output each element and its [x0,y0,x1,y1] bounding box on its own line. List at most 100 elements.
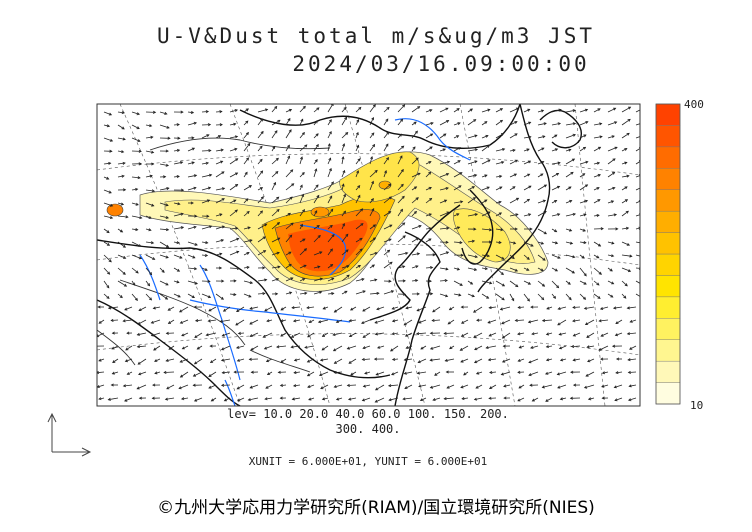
wind-vector [546,332,553,335]
wind-vector-head [391,372,395,376]
wind-vector [250,306,259,310]
wind-vector-head [556,285,560,289]
wind-vector [416,332,427,335]
wind-vector [285,196,293,204]
wind-vector-head [626,242,631,246]
wind-vector-head [597,243,602,247]
wind-vector-head [628,106,632,110]
wind-vector [565,254,575,258]
wind-vector-head [388,238,392,242]
wind-vector-head [290,169,294,173]
wind-vector-head [207,295,212,299]
wind-vector [546,345,553,348]
wind-vector-head [460,334,464,337]
wind-vector [180,319,189,324]
wind-vector [453,280,463,286]
wind-vector-head [600,333,604,337]
wind-vector [551,200,557,204]
wind-vector [545,371,553,375]
wind-vector [327,104,334,113]
wind-vector-head [473,397,478,401]
wind-vector [341,249,349,256]
wind-vector-head [330,263,334,267]
wind-vector [187,147,195,152]
wind-vector-head [415,279,419,283]
wind-vector [336,319,343,323]
wind-vector [308,397,315,401]
wind-vector [509,159,518,165]
wind-vector-head [429,358,433,362]
wind-vector [439,267,448,270]
wind-vector-head [132,282,136,286]
wind-vector-head [280,359,284,363]
wind-vector-head [498,212,503,216]
wind-vector [551,293,556,299]
wind-vector-head [280,333,284,337]
wind-vector-head [642,242,644,244]
wind-vector [439,293,448,297]
wind-vector [439,227,449,230]
wind-vector-head [163,370,167,374]
wind-vector-head [233,199,237,203]
wind-vector-head [487,108,491,112]
wind-vector [229,158,238,165]
wind-vector-head [138,149,142,153]
wind-vector-head [599,135,603,139]
wind-vector [501,319,511,324]
wind-vector [607,121,617,126]
wind-vector-head [471,294,475,298]
wind-vector [404,371,413,375]
wind-vector-head [413,121,417,125]
wind-vector-head [329,248,333,252]
wind-vector [453,201,463,204]
wind-vector [411,211,417,217]
wind-vector [487,319,497,324]
wind-vector [607,200,614,204]
wind-vector [523,173,530,178]
wind-vector [355,158,361,165]
wind-vector [137,358,147,365]
colorbar-segment [655,339,681,362]
wind-vector-head [164,296,169,300]
wind-vector-head [518,345,522,349]
wind-vector-head [260,130,264,135]
colorbar-min-label: 10 [690,399,704,412]
wind-vector-head [139,216,143,220]
wind-vector-head [528,373,532,377]
wind-vector [444,397,455,400]
wind-vector-head [233,292,237,297]
wind-vector [489,332,497,337]
wind-vector [341,170,345,178]
wind-vector-head [333,370,337,374]
wind-vector [355,119,359,126]
wind-vector-head [287,117,291,122]
wind-vector-head [120,202,125,206]
wind-vector [364,371,371,374]
wind-vector-head [315,143,319,148]
wind-vector [145,280,150,286]
wind-vector [430,358,441,361]
wind-vector-head [209,360,214,364]
wind-vector [243,157,249,165]
wind-vector-head [557,385,561,389]
wind-vector-head [275,157,279,161]
wind-vector-head [110,318,114,322]
wind-vector [375,332,385,335]
wind-vector-head [277,119,281,123]
wind-vector-head [150,320,154,324]
wind-vector-head [642,297,645,299]
wind-vector-head [177,294,181,298]
wind-vector [475,384,483,389]
wind-vector-head [613,107,617,111]
wind-vector-head [161,269,165,273]
wind-vector-head [420,346,424,350]
wind-vector [627,306,637,309]
wind-vector [131,215,142,219]
wind-vector-head [572,122,577,126]
wind-vector-head [572,383,577,387]
wind-vector-head [234,109,239,112]
wind-vector [509,186,516,191]
wind-vector-head [488,306,492,310]
wind-vector [117,241,126,248]
wind-vector [635,147,640,152]
